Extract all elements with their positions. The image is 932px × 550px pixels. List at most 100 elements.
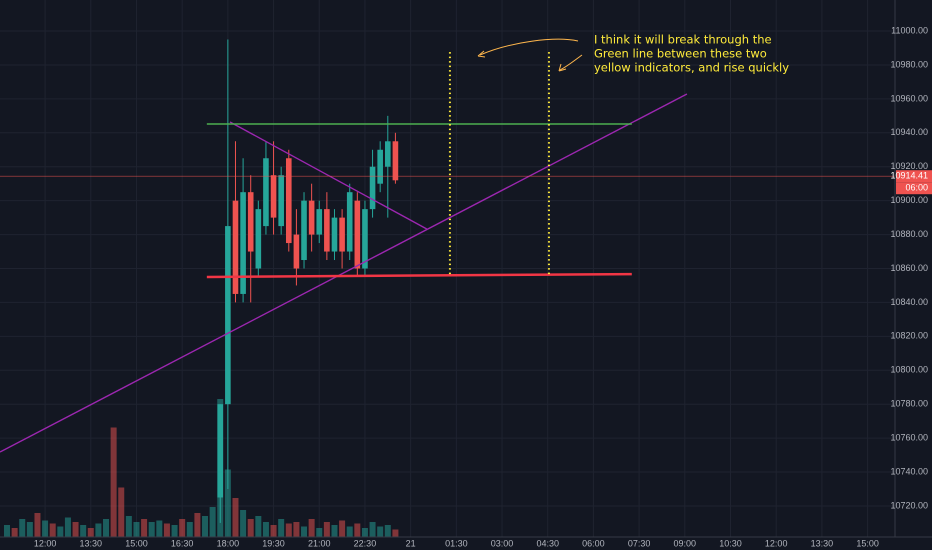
candle-body bbox=[301, 200, 307, 261]
volume-bar bbox=[224, 469, 231, 537]
axes: 10720.00 10740.00 10760.00 10780.00 10800.00… bbox=[34, 25, 932, 548]
candle-body bbox=[247, 192, 254, 252]
volume-bar bbox=[95, 523, 102, 537]
drawings bbox=[0, 52, 895, 453]
y-tick-label: 10900.00 bbox=[890, 195, 928, 205]
candle-body bbox=[346, 192, 353, 252]
candle-body bbox=[263, 158, 269, 227]
volume-bar bbox=[262, 522, 269, 537]
volume-bar bbox=[42, 520, 49, 537]
volume-bar bbox=[308, 519, 315, 537]
x-tick-label: 21 bbox=[406, 538, 416, 548]
volume-bar bbox=[64, 517, 71, 537]
countdown-label: 06:00 bbox=[905, 183, 928, 193]
candle-body bbox=[308, 200, 315, 235]
volume-bar bbox=[339, 520, 346, 537]
candle-body bbox=[255, 209, 262, 269]
volume-bar bbox=[19, 519, 26, 537]
volume-bar bbox=[361, 528, 368, 537]
arrow bbox=[559, 54, 583, 71]
x-tick-label: 03:00 bbox=[491, 538, 514, 548]
volume-bar bbox=[26, 522, 33, 537]
volume-bar bbox=[133, 522, 140, 537]
volume-bar bbox=[11, 528, 18, 537]
volume-bar bbox=[179, 519, 186, 537]
y-tick-label: 10800.00 bbox=[890, 365, 928, 375]
y-tick-label: 11000.00 bbox=[891, 25, 928, 35]
volume-bar bbox=[316, 528, 323, 537]
x-tick-label: 13:30 bbox=[80, 538, 103, 548]
y-tick-label: 10880.00 bbox=[890, 229, 928, 239]
volume-bar bbox=[270, 525, 277, 537]
y-tick-label: 10920.00 bbox=[890, 161, 928, 171]
candle-body bbox=[240, 192, 246, 294]
volume-bar bbox=[141, 519, 148, 537]
trend-line bbox=[229, 121, 428, 230]
annotation: Green line between these two bbox=[594, 47, 767, 61]
volume-bar bbox=[186, 522, 193, 537]
y-tick-label: 10780.00 bbox=[890, 399, 928, 409]
candle-body bbox=[354, 200, 361, 269]
volume-bar bbox=[34, 513, 41, 537]
volume-bar bbox=[301, 526, 308, 537]
volume-bar bbox=[392, 529, 399, 537]
volume-bar bbox=[232, 498, 239, 537]
volume-bar bbox=[171, 525, 178, 537]
candle-body bbox=[369, 166, 376, 210]
volume-bar bbox=[247, 519, 254, 537]
x-tick-label: 15:00 bbox=[856, 538, 879, 548]
candle-body bbox=[339, 217, 345, 252]
annotation: yellow indicators, and rise quickly bbox=[594, 61, 789, 75]
candle-body bbox=[377, 149, 383, 184]
candle-body bbox=[316, 209, 323, 235]
volume-bar bbox=[194, 513, 201, 537]
volume-bar bbox=[255, 516, 262, 537]
y-tick-label: 10820.00 bbox=[890, 331, 928, 341]
countdown-box bbox=[896, 182, 932, 195]
volume-bar bbox=[278, 519, 285, 537]
candle-body bbox=[293, 234, 300, 269]
x-tick-label: 18:00 bbox=[217, 538, 240, 548]
x-tick-label: 13:30 bbox=[811, 538, 834, 548]
x-tick-label: 09:00 bbox=[674, 538, 697, 548]
last-price-box bbox=[896, 170, 932, 183]
x-tick-label: 04:30 bbox=[536, 538, 559, 548]
volume-bar bbox=[118, 487, 125, 537]
x-tick-label: 22:30 bbox=[354, 538, 377, 548]
volume-bar bbox=[110, 427, 117, 537]
x-tick-label: 06:00 bbox=[582, 538, 605, 548]
candle-body bbox=[384, 141, 391, 167]
volume-bar bbox=[331, 525, 338, 537]
volume-bar bbox=[163, 523, 170, 537]
candle-body bbox=[225, 226, 231, 405]
candle-body bbox=[331, 217, 338, 252]
candle-body bbox=[278, 175, 284, 227]
volume-bar bbox=[354, 523, 361, 537]
volume-bar bbox=[125, 516, 132, 537]
volume-bar bbox=[323, 522, 330, 537]
volume-bar bbox=[240, 510, 247, 537]
volume-bar bbox=[202, 516, 209, 537]
x-tick-label: 21:00 bbox=[308, 538, 331, 548]
volume-bar bbox=[57, 526, 64, 537]
volume-bar bbox=[285, 523, 292, 537]
volume-bar bbox=[72, 522, 79, 537]
x-tick-label: 15:00 bbox=[125, 538, 148, 548]
y-tick-label: 10740.00 bbox=[890, 466, 928, 476]
y-tick-label: 10720.00 bbox=[890, 500, 928, 510]
price-axis bbox=[895, 0, 932, 550]
y-tick-label: 10960.00 bbox=[890, 93, 928, 103]
volume-bar bbox=[49, 523, 56, 537]
volume-bar bbox=[369, 522, 376, 537]
x-tick-label: 07:30 bbox=[628, 538, 651, 548]
volume-bar bbox=[346, 526, 353, 537]
last-price-label: 10914.41 bbox=[890, 171, 928, 181]
volume-bar bbox=[80, 525, 87, 537]
x-tick-label: 01:30 bbox=[445, 538, 468, 548]
candle-body bbox=[232, 200, 239, 294]
volume-bar bbox=[209, 507, 216, 537]
trend-line bbox=[0, 93, 688, 453]
candle-body bbox=[270, 175, 277, 218]
candle-body bbox=[392, 141, 399, 181]
